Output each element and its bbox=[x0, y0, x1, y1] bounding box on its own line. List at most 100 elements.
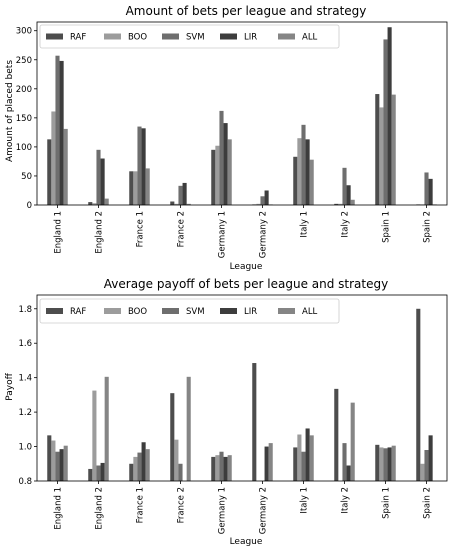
bar-boo-spain-1 bbox=[379, 447, 384, 481]
bar-lir-england-1 bbox=[59, 449, 64, 481]
bar-svm-italy-1 bbox=[301, 451, 306, 481]
legend-label-all: ALL bbox=[302, 33, 318, 43]
bar-boo-italy-1 bbox=[297, 138, 302, 205]
bar-boo-france-1 bbox=[133, 171, 138, 205]
bar-boo-england-2 bbox=[92, 390, 97, 481]
bar-svm-germany-2 bbox=[260, 196, 265, 205]
bar-boo-germany-2 bbox=[256, 203, 261, 205]
y-tick-label: 200 bbox=[16, 85, 32, 95]
bar-boo-germany-1 bbox=[215, 455, 220, 481]
y-tick-label: 1.6 bbox=[18, 339, 32, 349]
bar-all-france-2 bbox=[186, 203, 191, 205]
legend-box bbox=[39, 298, 340, 324]
bar-all-germany-1 bbox=[227, 139, 232, 205]
bar-boo-italy-1 bbox=[297, 434, 302, 481]
bar-lir-spain-2 bbox=[428, 178, 433, 205]
bar-svm-spain-2 bbox=[424, 172, 429, 205]
legend-swatch-raf bbox=[46, 308, 63, 314]
y-tick-label: 1.8 bbox=[18, 305, 32, 315]
x-tick-label-france-1: France 1 bbox=[136, 487, 146, 523]
y-tick-label: 1.4 bbox=[18, 374, 32, 384]
bar-all-italy-1 bbox=[309, 159, 314, 205]
legend-label-boo: BOO bbox=[128, 307, 147, 317]
chart-2-xlabel: League bbox=[230, 537, 263, 547]
bar-raf-france-2 bbox=[170, 393, 175, 481]
chart-2-x-ticks: England 1 England 2 France 1 France 2 German… bbox=[54, 481, 433, 534]
bar-boo-england-1 bbox=[51, 440, 56, 481]
x-tick-label-england-1: England 1 bbox=[54, 487, 64, 530]
bar-svm-spain-1 bbox=[383, 39, 388, 206]
bar-boo-italy-2 bbox=[338, 203, 343, 205]
bar-raf-england-1 bbox=[47, 139, 52, 205]
chart-1-title: Amount of bets per league and strategy bbox=[126, 4, 367, 18]
x-tick-label-italy-1: Italy 1 bbox=[300, 211, 310, 238]
y-tick-label: 1.0 bbox=[18, 443, 32, 453]
bar-lir-germany-1 bbox=[223, 123, 228, 205]
bar-boo-spain-2 bbox=[420, 463, 425, 481]
bar-lir-france-2 bbox=[182, 182, 187, 205]
bar-raf-spain-2 bbox=[416, 308, 421, 481]
y-tick-label: 300 bbox=[16, 27, 32, 37]
bar-lir-italy-2 bbox=[346, 185, 351, 205]
bar-all-england-2 bbox=[104, 198, 109, 205]
legend-label-svm: SVM bbox=[186, 33, 205, 43]
bar-boo-germany-1 bbox=[215, 145, 220, 205]
bar-all-spain-1 bbox=[391, 94, 396, 205]
x-tick-label-france-1: France 1 bbox=[136, 211, 146, 247]
bar-svm-france-2 bbox=[178, 463, 183, 481]
chart-1-legend: RAF BOO SVM LIR ALL bbox=[39, 24, 340, 49]
bar-raf-france-1 bbox=[129, 463, 134, 481]
bar-lir-england-1 bbox=[59, 60, 64, 205]
bar-raf-germany-1 bbox=[211, 456, 216, 481]
bar-svm-england-1 bbox=[55, 451, 60, 481]
bar-raf-germany-2 bbox=[252, 363, 257, 481]
chart-2-plot-frame bbox=[36, 294, 448, 482]
bar-svm-france-1 bbox=[137, 452, 142, 481]
bar-raf-germany-1 bbox=[211, 149, 216, 205]
chart-1-plot-frame bbox=[36, 21, 448, 206]
x-tick-label-england-2: England 2 bbox=[95, 487, 105, 530]
bar-lir-spain-2 bbox=[428, 435, 433, 481]
bar-svm-italy-2 bbox=[342, 167, 347, 205]
y-tick-label: 0 bbox=[27, 201, 32, 211]
bar-boo-france-1 bbox=[133, 456, 138, 481]
x-tick-label-france-2: France 2 bbox=[177, 211, 187, 247]
y-tick-label: 50 bbox=[21, 172, 32, 182]
bar-all-france-2 bbox=[186, 376, 191, 481]
legend-label-all: ALL bbox=[302, 307, 318, 317]
bar-boo-spain-1 bbox=[379, 107, 384, 205]
legend-label-lir: LIR bbox=[244, 33, 257, 43]
legend-swatch-boo bbox=[104, 33, 121, 40]
legend-label-boo: BOO bbox=[128, 33, 147, 43]
chart-2-legend: RAF BOO SVM LIR ALL bbox=[39, 298, 340, 324]
x-tick-label-germany-2: Germany 2 bbox=[259, 487, 269, 534]
legend-swatch-svm bbox=[162, 33, 179, 40]
bar-lir-england-2 bbox=[100, 462, 105, 481]
chart-1-xlabel: League bbox=[230, 262, 263, 272]
legend-swatch-svm bbox=[162, 308, 179, 314]
bar-all-italy-1 bbox=[309, 435, 314, 481]
x-tick-label-france-2: France 2 bbox=[177, 487, 187, 523]
x-tick-label-italy-2: Italy 2 bbox=[341, 211, 351, 238]
x-tick-label-germany-1: Germany 1 bbox=[218, 487, 228, 534]
bar-boo-france-2 bbox=[174, 439, 179, 481]
chart-2-title: Average payoff of bets per league and st… bbox=[104, 277, 388, 291]
bar-all-spain-1 bbox=[391, 445, 396, 481]
bar-lir-spain-1 bbox=[387, 27, 392, 206]
bar-svm-france-2 bbox=[178, 185, 183, 205]
x-tick-label-italy-2: Italy 2 bbox=[341, 487, 351, 514]
y-tick-label: 100 bbox=[16, 143, 32, 153]
legend-label-raf: RAF bbox=[70, 307, 86, 317]
legend-swatch-lir bbox=[220, 308, 237, 314]
legend-swatch-lir bbox=[220, 33, 237, 40]
bar-raf-france-2 bbox=[170, 201, 175, 205]
chart-1-x-ticks: England 1 England 2 France 1 France 2 German… bbox=[54, 205, 433, 258]
legend-swatch-boo bbox=[104, 308, 121, 314]
bar-lir-italy-2 bbox=[346, 465, 351, 481]
x-tick-label-spain-1: Spain 1 bbox=[382, 487, 392, 519]
legend-swatch-all bbox=[278, 33, 295, 40]
bar-all-italy-2 bbox=[350, 402, 355, 481]
x-tick-label-spain-1: Spain 1 bbox=[382, 211, 392, 243]
bar-svm-italy-2 bbox=[342, 443, 347, 481]
chart-1-ylabel: Amount of placed bets bbox=[5, 60, 15, 162]
